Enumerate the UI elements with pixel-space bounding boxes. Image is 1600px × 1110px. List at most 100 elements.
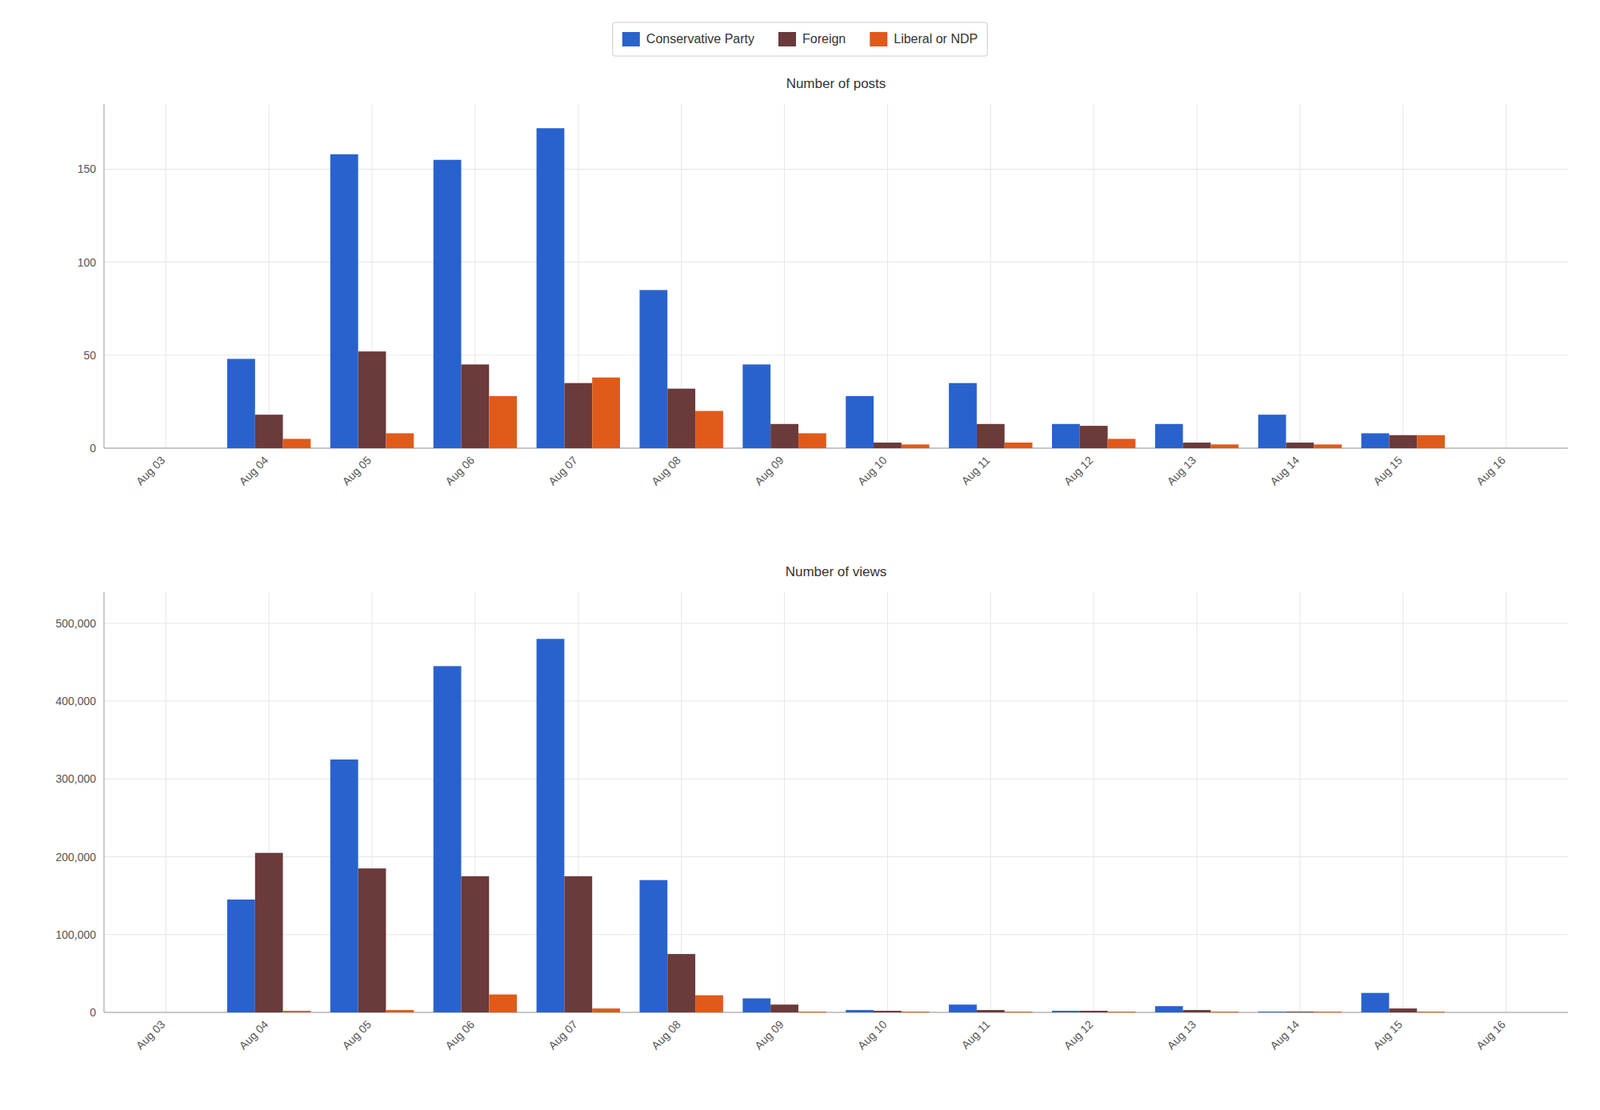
bars <box>227 128 1445 448</box>
background <box>0 0 1600 1110</box>
x-axis-line <box>104 1012 1568 1013</box>
x-tick-label: Aug 13 <box>1164 453 1199 488</box>
bar <box>845 396 874 448</box>
x-tick-label: Aug 16 <box>1473 1017 1508 1052</box>
x-axis-line <box>104 448 1568 449</box>
bar <box>742 998 771 1013</box>
legend-label: Foreign <box>802 32 846 46</box>
x-tick-label: Aug 15 <box>1370 453 1405 488</box>
bar <box>1004 442 1033 448</box>
bar <box>152 1012 180 1013</box>
x-tick-label: Aug 06 <box>442 1017 477 1052</box>
bar <box>1052 1010 1080 1012</box>
x-grid-line <box>1505 104 1507 448</box>
bar <box>639 289 668 448</box>
bar <box>1258 414 1287 448</box>
bar <box>1361 992 1390 1012</box>
x-grid-line <box>680 592 682 1012</box>
x-grid-line <box>1196 592 1198 1012</box>
x-grid-line <box>887 104 888 448</box>
bar <box>461 364 490 448</box>
bar <box>770 424 799 448</box>
x-tick-label: Aug 07 <box>545 453 580 488</box>
bar <box>1520 448 1548 449</box>
bar <box>283 438 312 448</box>
x-tick-label: Aug 15 <box>1370 1017 1405 1052</box>
bar <box>330 154 359 448</box>
bar <box>1183 1009 1212 1012</box>
chart-panel: Number of posts050100150Aug 03Aug 04Aug … <box>77 76 1568 488</box>
y-grid-line <box>104 354 1568 356</box>
bar <box>536 128 565 448</box>
x-grid-line <box>1299 104 1300 448</box>
x-tick-label: Aug 07 <box>545 1017 580 1052</box>
x-tick-label: Aug 08 <box>648 453 684 488</box>
y-axis-line <box>104 592 105 1012</box>
x-tick-label: Aug 10 <box>855 453 890 488</box>
bar <box>695 411 724 448</box>
bar <box>592 1008 620 1012</box>
x-tick-label: Aug 12 <box>1061 1017 1096 1052</box>
bar <box>255 414 284 448</box>
bar <box>461 876 490 1012</box>
bars <box>227 638 1445 1012</box>
y-tick-label: 0 <box>89 1005 96 1019</box>
bar <box>1520 1012 1548 1013</box>
x-grid-line <box>990 592 992 1012</box>
bar <box>742 364 771 448</box>
bar <box>873 1010 902 1012</box>
bar <box>283 1010 312 1012</box>
x-grid-line <box>1093 104 1095 448</box>
x-grid-line <box>1402 104 1404 448</box>
chart-panel: Number of views0100,000200,000300,000400… <box>55 564 1568 1052</box>
y-grid-line <box>104 622 1568 624</box>
bar <box>1004 1011 1033 1012</box>
bar <box>1258 1011 1287 1012</box>
bar <box>1155 424 1184 448</box>
bar <box>976 424 1005 448</box>
x-grid-line <box>1196 104 1198 448</box>
bar <box>695 995 724 1012</box>
x-grid-line <box>1093 592 1095 1012</box>
x-tick-label: Aug 13 <box>1164 1017 1199 1052</box>
bar <box>1464 448 1492 449</box>
bar <box>1388 1008 1417 1012</box>
bar <box>1286 442 1315 448</box>
bar <box>639 880 668 1012</box>
bar <box>948 1004 977 1012</box>
x-tick-label: Aug 08 <box>648 1017 684 1052</box>
y-tick-label: 400,000 <box>55 694 96 708</box>
y-grid-line <box>104 933 1568 935</box>
bar <box>1313 444 1342 448</box>
bar <box>1388 435 1417 448</box>
bar <box>227 899 256 1012</box>
x-grid-line <box>784 592 785 1012</box>
bar <box>180 448 208 449</box>
bar <box>873 442 902 448</box>
bar <box>667 388 696 448</box>
bar <box>1052 424 1080 448</box>
x-grid-line <box>165 104 167 448</box>
x-grid-line <box>1402 592 1404 1012</box>
x-tick-label: Aug 11 <box>958 453 992 488</box>
bar <box>798 1011 827 1012</box>
chart-title: Number of views <box>785 564 888 580</box>
bar <box>948 383 977 448</box>
bar <box>1361 432 1390 448</box>
y-tick-label: 0 <box>89 441 96 455</box>
bar <box>1286 1011 1315 1012</box>
x-grid-line <box>990 104 992 448</box>
bar <box>433 160 462 448</box>
y-grid-line <box>104 856 1568 857</box>
x-tick-label: Aug 14 <box>1267 1017 1302 1052</box>
x-tick-label: Aug 09 <box>752 453 787 488</box>
bar <box>901 444 930 448</box>
bar <box>901 1011 930 1012</box>
bar <box>385 432 414 448</box>
bar <box>1210 444 1239 448</box>
y-axis-line <box>104 104 105 448</box>
bar <box>358 351 387 448</box>
bar <box>1183 442 1212 448</box>
x-tick-label: Aug 04 <box>236 453 272 488</box>
bar <box>1416 1011 1445 1012</box>
